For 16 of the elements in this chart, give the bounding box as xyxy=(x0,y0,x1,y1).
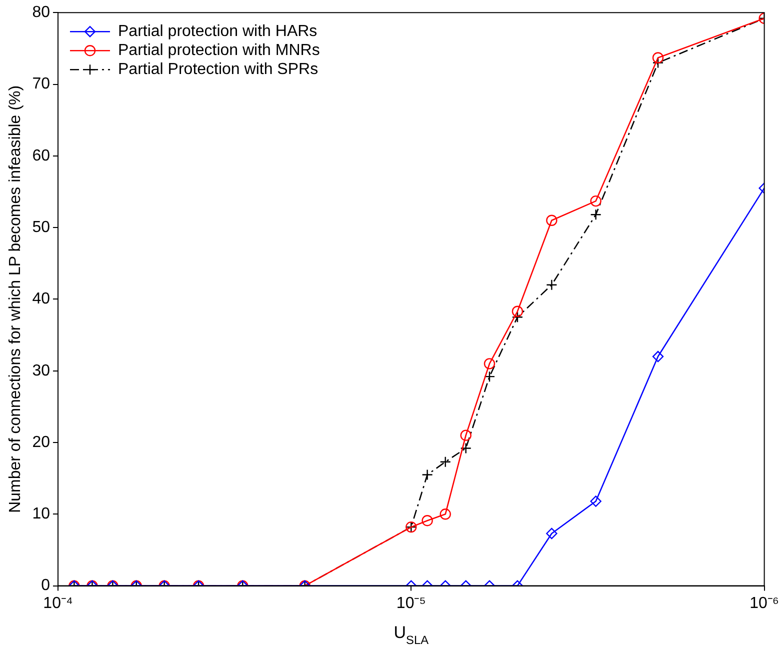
y-tick-label: 40 xyxy=(32,290,50,308)
x-tick-label: 10⁻⁵ xyxy=(396,594,426,612)
legend-label: Partial protection with MNRs xyxy=(118,42,320,60)
y-tick-label: 0 xyxy=(41,577,50,594)
legend-label: Partial protection with HARs xyxy=(118,23,318,40)
x-tick-label: 10⁻⁶ xyxy=(750,594,780,612)
y-tick-label: 10 xyxy=(32,506,50,523)
y-tick-label: 20 xyxy=(32,434,50,451)
y-tick-label: 70 xyxy=(32,76,50,93)
y-tick-label: 60 xyxy=(32,147,50,164)
y-tick-label: 50 xyxy=(32,218,50,236)
y-axis-title: Number of connections for which LP becomes infeasible (%) xyxy=(7,85,24,513)
y-tick-label: 80 xyxy=(32,4,50,22)
x-tick-label: 10⁻⁴ xyxy=(43,594,73,612)
legend-label: Partial Protection with SPRs xyxy=(118,61,318,78)
y-tick-label: 30 xyxy=(32,362,50,380)
